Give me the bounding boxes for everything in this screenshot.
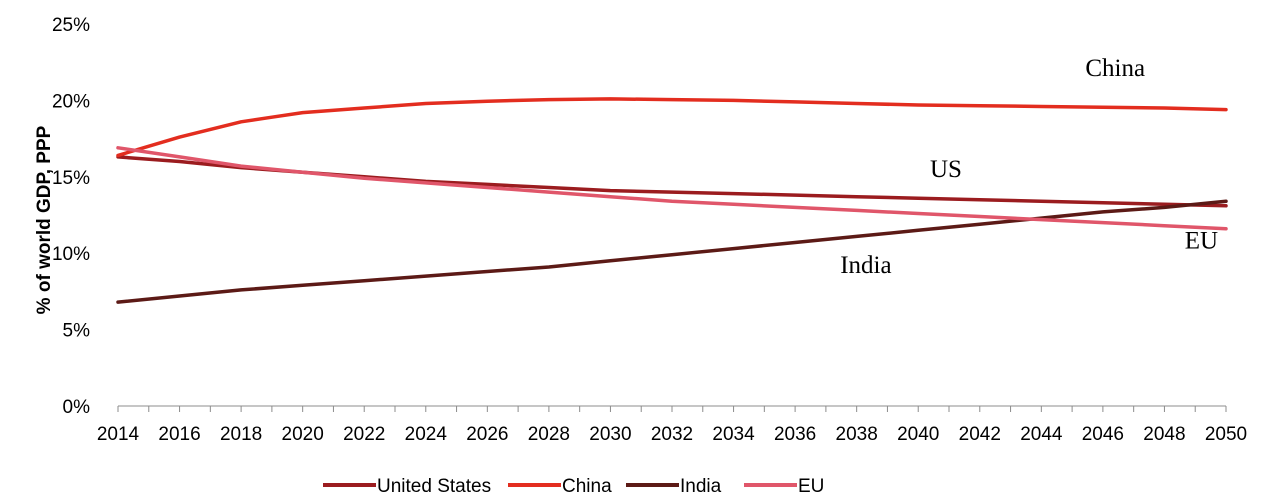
y-tick-label: 20% bbox=[52, 91, 90, 112]
y-tick-label: 5% bbox=[63, 321, 91, 342]
annotation-label: India bbox=[840, 252, 891, 279]
series-line-eu bbox=[116, 146, 1228, 231]
x-tick-label: 2018 bbox=[220, 424, 262, 445]
legend-label: China bbox=[562, 476, 612, 497]
x-tick-label: 2036 bbox=[774, 424, 816, 445]
x-tick-label: 2024 bbox=[405, 424, 448, 445]
x-tick-label: 2026 bbox=[466, 424, 508, 445]
x-tick-label: 2032 bbox=[651, 424, 693, 445]
x-tick-label: 2048 bbox=[1143, 424, 1185, 445]
x-tick-label: 2016 bbox=[158, 424, 200, 445]
x-tick-label: 2044 bbox=[1020, 424, 1063, 445]
x-tick-label: 2030 bbox=[589, 424, 631, 445]
x-tick-label: 2028 bbox=[528, 424, 570, 445]
y-axis-title: % of world GDP, PPP bbox=[34, 125, 55, 314]
annotation-label: EU bbox=[1185, 228, 1218, 255]
annotation-label: US bbox=[930, 156, 962, 183]
legend-label: India bbox=[680, 476, 722, 497]
x-tick-label: 2014 bbox=[97, 424, 140, 445]
x-tick-label: 2038 bbox=[836, 424, 878, 445]
series-line-india bbox=[116, 199, 1228, 304]
x-tick-label: 2042 bbox=[959, 424, 1001, 445]
legend-label: EU bbox=[798, 476, 824, 497]
annotations: China US EU India bbox=[840, 55, 1218, 279]
y-tick-label: 25% bbox=[52, 15, 90, 36]
legend-label: United States bbox=[377, 476, 491, 497]
y-tick-label: 0% bbox=[63, 397, 91, 418]
series-line-united-states bbox=[116, 155, 1228, 208]
x-axis: 2014 2016 2018 2020 2022 2024 2026 2028 2030 2032… bbox=[97, 405, 1247, 445]
x-tick-label: 2022 bbox=[343, 424, 385, 445]
x-tick-label: 2046 bbox=[1082, 424, 1124, 445]
series-line-china bbox=[116, 97, 1228, 158]
x-tick-label: 2040 bbox=[897, 424, 939, 445]
y-tick-label: 15% bbox=[52, 168, 90, 189]
y-axis-labels: 0% 5% 10% 15% 20% 25% bbox=[52, 15, 90, 418]
legend: United States China India EU bbox=[323, 476, 824, 497]
x-tick-label: 2050 bbox=[1205, 424, 1247, 445]
x-tick-label: 2034 bbox=[712, 424, 755, 445]
annotation-label: China bbox=[1085, 55, 1145, 82]
series-lines bbox=[116, 97, 1228, 304]
x-tick-label: 2020 bbox=[282, 424, 324, 445]
y-tick-label: 10% bbox=[52, 244, 90, 265]
